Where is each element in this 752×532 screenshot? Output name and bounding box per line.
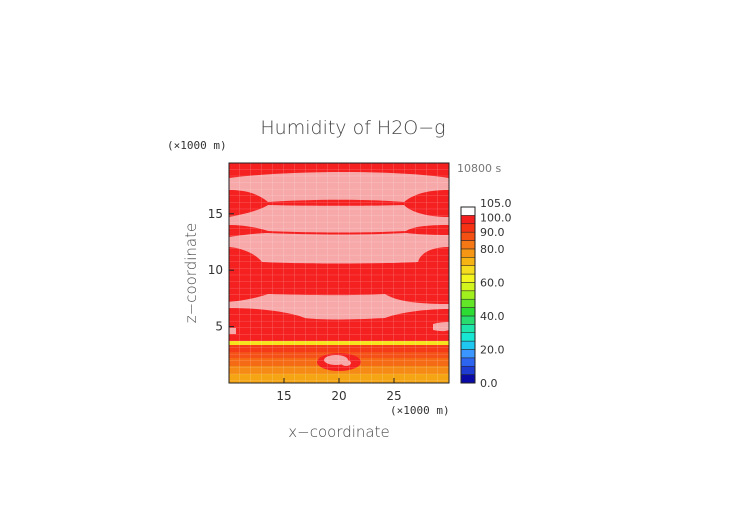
colorbar-tick-label: 100.0 (480, 211, 512, 224)
colorbar-segment (460, 215, 476, 225)
x-tick-label: 20 (331, 389, 346, 403)
colorbar-tick-label: 80.0 (480, 243, 505, 256)
y-unit-label: (×1000 m) (167, 139, 227, 152)
colorbar-segment (460, 298, 476, 308)
colorbar-tick-label: 105.0 (480, 197, 512, 210)
colorbar-tick-label: 0.0 (480, 377, 498, 390)
colorbar-segment (460, 248, 476, 258)
colorbar-segment (460, 374, 476, 384)
colorbar-frame (460, 206, 476, 384)
colorbar-segment (460, 231, 476, 241)
colorbar-segment (460, 332, 476, 342)
x-axis: 15 20 25 (276, 378, 402, 403)
grid-overlay (229, 163, 449, 383)
colorbar-segment (460, 365, 476, 375)
colorbar-segment (460, 357, 476, 367)
colorbar-segment (460, 307, 476, 317)
time-label: 10800 s (457, 162, 501, 175)
colorbar-tick-label: 60.0 (480, 276, 505, 289)
colorbar-segment (460, 340, 476, 350)
colorbar-segment (460, 240, 476, 250)
chart-title: Humidity of H2O−g (260, 117, 445, 139)
y-tick-label: 10 (208, 263, 223, 277)
colorbar-segment (460, 273, 476, 283)
x-unit-label: (×1000 m) (390, 404, 450, 417)
colorbar-segment (460, 324, 476, 333)
y-tick-label: 5 (215, 320, 223, 334)
colorbar-segment (460, 349, 476, 359)
colorbar-segment (460, 206, 476, 216)
y-axis-label: z−coordinate (182, 223, 200, 323)
y-axis: 5 10 15 (208, 207, 234, 334)
colorbar-tick-label: 90.0 (480, 226, 505, 239)
colorbar-tick-label: 20.0 (480, 343, 505, 356)
colorbar-segment (460, 282, 476, 292)
x-tick-label: 25 (386, 389, 401, 403)
colorbar-segment (460, 290, 476, 300)
x-axis-label: x−coordinate (288, 423, 389, 441)
x-tick-label: 15 (276, 389, 291, 403)
colorbar-segment (460, 265, 476, 275)
y-tick-label: 15 (208, 207, 223, 221)
colorbar-segment (460, 257, 476, 266)
colorbar-tick-label: 40.0 (480, 310, 505, 323)
plot-area (228, 162, 450, 384)
colorbar-segment (460, 315, 476, 325)
colorbar-segment (460, 223, 476, 233)
